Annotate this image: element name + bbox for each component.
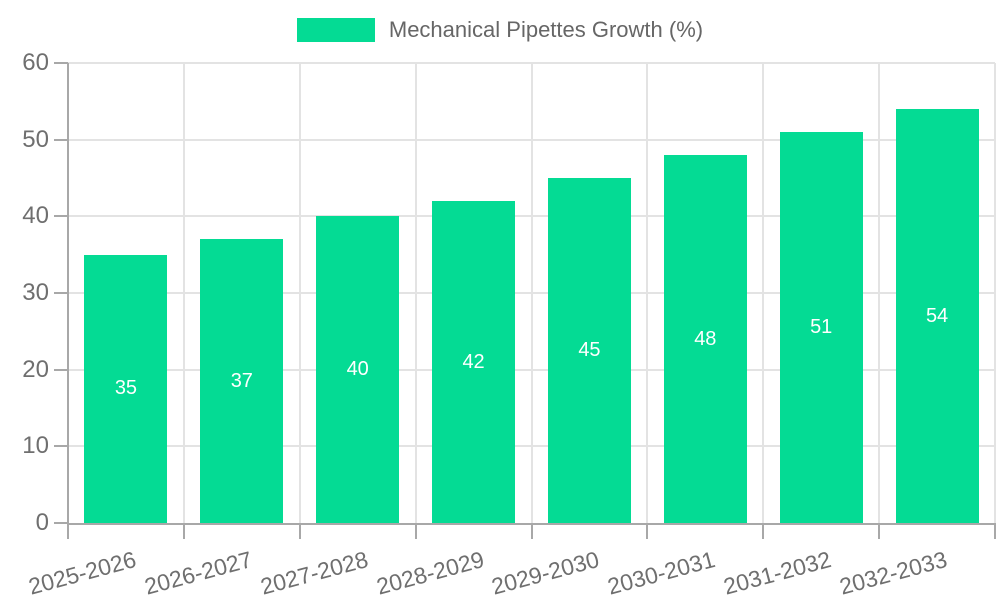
x-tick-1	[182, 523, 185, 539]
y-tick-30	[54, 292, 68, 294]
v-gridline-7	[878, 63, 881, 523]
y-tick-label-0: 0	[35, 509, 49, 536]
bar-2025-2026: 35	[84, 254, 168, 523]
x-tick-label-2025-2026: 2025-2026	[25, 546, 139, 600]
bar-2029-2030: 45	[547, 178, 631, 523]
bar-2031-2032: 51	[779, 132, 863, 523]
x-tick-label-2026-2027: 2026-2027	[141, 546, 255, 600]
x-tick-5	[646, 523, 649, 539]
y-tick-label-20: 20	[22, 355, 49, 383]
y-tick-60	[54, 62, 68, 64]
v-gridline-1	[182, 63, 185, 523]
y-tick-label-10: 10	[22, 432, 49, 460]
v-gridline-3	[414, 63, 417, 523]
x-tick-3	[414, 523, 417, 539]
bar-value-label: 51	[810, 316, 833, 338]
x-tick-2	[298, 523, 301, 539]
bar-value-label: 45	[578, 339, 601, 361]
x-tick-label-2031-2032: 2031-2032	[720, 546, 834, 600]
x-tick-label-2029-2030: 2029-2030	[489, 546, 603, 600]
chart-legend: Mechanical Pipettes Growth (%)	[0, 17, 1000, 43]
v-gridline-5	[646, 63, 649, 523]
y-tick-label-40: 40	[22, 202, 49, 230]
bar-value-label: 35	[114, 377, 138, 400]
y-axis-line	[67, 63, 69, 525]
bar-2028-2029: 42	[432, 201, 516, 523]
bar-2026-2027: 37	[200, 239, 284, 523]
bar-value-label: 37	[230, 369, 253, 392]
v-gridline-8	[994, 63, 996, 523]
y-tick-50	[54, 138, 68, 141]
bar-value-label: 40	[346, 358, 369, 381]
y-tick-label-30: 30	[22, 279, 49, 306]
bar-2032-2033: 54	[895, 109, 979, 523]
x-tick-7	[878, 523, 881, 539]
x-tick-label-2027-2028: 2027-2028	[257, 546, 371, 600]
x-tick-label-2030-2031: 2030-2031	[605, 546, 719, 600]
y-tick-0	[54, 522, 68, 524]
x-tick-8	[994, 523, 996, 539]
legend-label: Mechanical Pipettes Growth (%)	[388, 17, 704, 42]
bar-2030-2031: 48	[663, 155, 747, 523]
y-tick-20	[54, 368, 68, 371]
v-gridline-4	[530, 63, 533, 523]
x-tick-label-2028-2029: 2028-2029	[373, 546, 487, 600]
plot-area: 35 37 40 42 45 48 51 54	[68, 62, 996, 523]
bar-2027-2028: 40	[316, 216, 400, 523]
legend-item-mechanical-pipettes-growth[interactable]: Mechanical Pipettes Growth (%)	[296, 17, 704, 43]
bar-value-label: 54	[925, 304, 949, 327]
bar-value-label: 42	[462, 350, 485, 373]
y-tick-10	[54, 445, 68, 448]
x-tick-0	[67, 523, 69, 539]
y-tick-40	[54, 215, 68, 218]
x-tick-6	[762, 523, 765, 539]
x-tick-4	[530, 523, 533, 539]
y-tick-label-60: 60	[22, 49, 49, 76]
v-gridline-6	[762, 63, 765, 523]
y-tick-label-50: 50	[22, 125, 49, 153]
x-tick-label-2032-2033: 2032-2033	[836, 546, 950, 600]
bar-value-label: 48	[694, 327, 717, 350]
v-gridline-2	[298, 63, 301, 523]
legend-color-swatch	[296, 18, 375, 42]
